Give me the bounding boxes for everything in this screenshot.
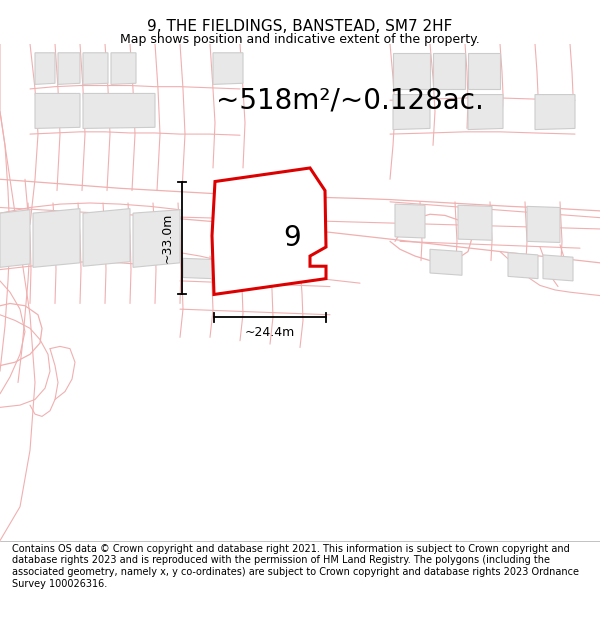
Polygon shape [468, 52, 500, 89]
Polygon shape [183, 258, 212, 279]
Polygon shape [58, 52, 80, 84]
Polygon shape [83, 52, 108, 84]
Text: 9, THE FIELDINGS, BANSTEAD, SM7 2HF: 9, THE FIELDINGS, BANSTEAD, SM7 2HF [148, 19, 452, 34]
Polygon shape [212, 168, 326, 294]
Polygon shape [35, 93, 80, 129]
Polygon shape [245, 261, 272, 281]
Text: 9: 9 [284, 224, 301, 253]
Polygon shape [468, 94, 503, 129]
Polygon shape [393, 94, 430, 129]
Polygon shape [543, 255, 573, 281]
Polygon shape [527, 206, 560, 242]
Text: ~518m²/~0.128ac.: ~518m²/~0.128ac. [216, 86, 484, 114]
Polygon shape [213, 52, 243, 84]
Polygon shape [535, 94, 575, 129]
Polygon shape [430, 249, 462, 275]
Polygon shape [83, 93, 155, 129]
Polygon shape [215, 259, 242, 280]
Polygon shape [133, 210, 180, 268]
Text: ~33.0m: ~33.0m [161, 213, 174, 263]
Polygon shape [232, 241, 283, 264]
Text: Map shows position and indicative extent of the property.: Map shows position and indicative extent… [120, 34, 480, 46]
Polygon shape [275, 262, 302, 282]
Polygon shape [393, 52, 430, 89]
Polygon shape [83, 209, 130, 266]
Text: ~24.4m: ~24.4m [245, 326, 295, 339]
Polygon shape [111, 52, 136, 84]
Polygon shape [395, 204, 425, 238]
Polygon shape [0, 210, 30, 268]
Polygon shape [508, 253, 538, 279]
Polygon shape [35, 52, 55, 84]
Polygon shape [220, 186, 297, 238]
Polygon shape [433, 52, 465, 89]
Text: Contains OS data © Crown copyright and database right 2021. This information is : Contains OS data © Crown copyright and d… [12, 544, 579, 589]
Polygon shape [458, 205, 492, 240]
Polygon shape [33, 209, 80, 268]
